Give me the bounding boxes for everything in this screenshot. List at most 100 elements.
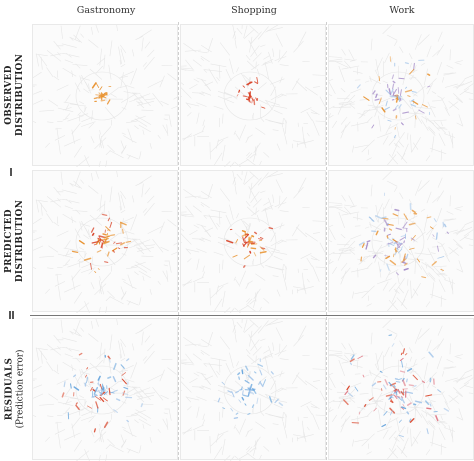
street-segment — [407, 215, 418, 221]
activity-segment — [398, 248, 403, 254]
street-segment — [99, 194, 102, 212]
street-segment — [432, 49, 440, 58]
street-segment — [464, 220, 474, 226]
street-segment — [315, 120, 327, 122]
street-segment — [338, 101, 353, 104]
street-segment — [54, 128, 62, 130]
activity-segment — [389, 95, 398, 98]
street-segment — [329, 408, 334, 413]
activity-segment — [226, 239, 234, 244]
street-segment — [426, 339, 432, 352]
street-segment — [293, 40, 304, 53]
street-segment — [64, 353, 74, 358]
street-segment — [181, 82, 185, 86]
street-segment — [453, 239, 463, 249]
street-segment — [420, 62, 426, 66]
street-segment — [245, 80, 248, 86]
street-segment — [144, 187, 151, 195]
street-segment — [255, 127, 266, 135]
street-segment — [99, 423, 101, 429]
activity-segment — [392, 213, 399, 217]
street-segment — [448, 394, 460, 404]
street-segment — [239, 452, 249, 460]
street-segment — [427, 420, 436, 430]
street-segment — [138, 101, 143, 104]
street-segment — [84, 301, 90, 313]
street-segment — [189, 229, 198, 236]
street-segment — [181, 87, 192, 99]
street-segment — [224, 91, 238, 99]
street-segment — [33, 384, 43, 389]
row-label-residuals: RESIDUALS (Prediction error) — [0, 318, 30, 460]
street-segment — [73, 292, 82, 304]
street-segment — [235, 426, 241, 435]
street-segment — [129, 242, 144, 249]
activity-segment — [411, 209, 416, 214]
street-segment — [223, 161, 231, 167]
activity-segment — [398, 434, 404, 438]
street-segment — [250, 177, 262, 191]
activity-segment — [140, 403, 144, 408]
street-segment — [160, 246, 169, 252]
activity-segment — [389, 391, 394, 396]
street-segment — [185, 205, 194, 217]
street-segment — [311, 112, 318, 115]
activity-segment — [382, 384, 387, 390]
street-segment — [63, 101, 79, 105]
street-segment — [261, 355, 273, 360]
activity-segment — [425, 400, 430, 405]
activity-segment — [73, 386, 80, 391]
activity-segment — [254, 231, 258, 235]
activity-segment — [254, 81, 259, 85]
street-segment — [440, 121, 443, 127]
street-segment — [260, 263, 265, 268]
street-segment — [199, 386, 205, 390]
street-segment — [117, 85, 128, 89]
activity-segment — [410, 237, 415, 241]
street-segment — [185, 59, 194, 71]
street-segment — [103, 54, 106, 70]
activity-segment — [409, 247, 415, 250]
activity-segment — [112, 376, 117, 383]
street-segment — [119, 206, 121, 211]
street-segment — [311, 258, 318, 261]
activity-segment — [250, 391, 255, 395]
street-segment — [101, 286, 105, 295]
street-segment — [372, 239, 383, 243]
street-segment — [236, 213, 239, 219]
activity-segment — [126, 358, 130, 362]
street-segment — [109, 186, 113, 203]
street-segment — [306, 257, 313, 267]
street-segment — [152, 239, 164, 253]
street-segment — [382, 374, 389, 378]
activity-segment — [393, 134, 397, 139]
street-segment — [245, 201, 251, 207]
street-segment — [382, 429, 389, 439]
street-segment — [306, 426, 310, 431]
activity-segment — [421, 380, 426, 384]
street-segment — [91, 256, 94, 267]
street-segment — [234, 307, 241, 313]
street-segment — [239, 304, 249, 312]
street-segment — [187, 258, 192, 263]
street-segment — [132, 49, 135, 57]
street-segment — [431, 136, 435, 153]
street-segment — [246, 134, 253, 139]
street-segment — [219, 42, 230, 56]
street-segment — [213, 251, 224, 256]
street-segment — [366, 451, 372, 455]
street-segment — [163, 412, 168, 415]
street-segment — [411, 386, 418, 391]
street-segment — [274, 205, 279, 207]
activity-segment — [435, 415, 439, 422]
street-segment — [336, 243, 350, 246]
street-segment — [372, 387, 383, 391]
street-segment — [105, 150, 111, 156]
street-segment — [181, 390, 182, 391]
street-segment — [437, 127, 448, 130]
street-segment — [329, 105, 335, 110]
street-segment — [273, 109, 283, 115]
street-network — [33, 25, 179, 167]
street-segment — [329, 259, 331, 264]
activity-segment — [366, 240, 371, 243]
